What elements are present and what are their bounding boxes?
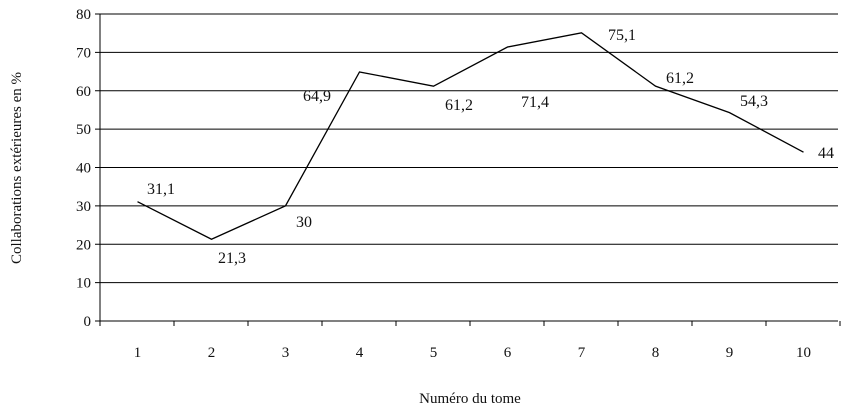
y-axis-title: Collaborations extérieures en % [9,72,25,264]
x-tick-label-3: 3 [282,345,290,361]
y-tick-label-60: 60 [76,84,91,100]
data-label-71,4: 71,4 [521,94,549,111]
x-tick-label-8: 8 [652,345,660,361]
data-label-61,2: 61,2 [445,97,473,114]
data-label-30: 30 [296,214,312,231]
data-labels: 31,1 21,3 30 64,9 61,2 71,4 75,1 61,2 54,3 44 [147,27,834,267]
x-tick-label-5: 5 [430,345,438,361]
x-tick-label-4: 4 [356,345,364,361]
x-axis-ticks: 1 2 3 4 5 6 7 8 9 10 [99,321,841,361]
y-tick-label-40: 40 [76,161,91,177]
x-tick-label-6: 6 [504,345,512,361]
data-label-44: 44 [818,145,834,162]
data-label-31,1: 31,1 [147,181,175,198]
y-tick-label-10: 10 [76,276,91,292]
y-tick-label-30: 30 [76,199,91,215]
x-tick-label-2: 2 [208,345,216,361]
data-label-75,1: 75,1 [608,27,636,44]
series-line [137,32,804,240]
series-line-group [137,32,804,240]
gridlines [100,13,838,284]
data-label-54,3: 54,3 [740,93,768,110]
y-tick-label-0: 0 [84,314,92,330]
data-label-61,2: 61,2 [666,70,694,87]
y-tick-label-80: 80 [76,7,91,23]
x-axis-title: Numéro du tome [419,391,521,407]
x-tick-label-7: 7 [578,345,586,361]
x-tick-label-9: 9 [726,345,734,361]
x-tick-label-1: 1 [134,345,142,361]
x-tick-label-10: 10 [796,345,811,361]
y-axis-ticks: 0 10 20 30 40 50 60 70 80 [76,7,100,330]
data-label-21,3: 21,3 [218,250,246,267]
y-tick-label-70: 70 [76,45,91,61]
y-tick-label-20: 20 [76,237,91,253]
data-label-64,9: 64,9 [303,88,331,105]
y-tick-label-50: 50 [76,122,91,138]
